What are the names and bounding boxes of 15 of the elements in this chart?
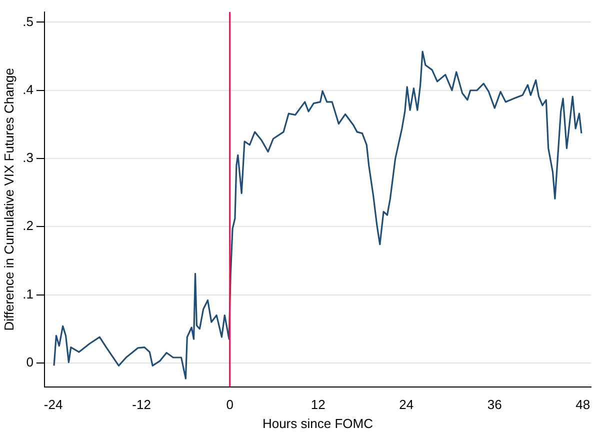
x-tick-label: 12 <box>310 397 326 412</box>
x-tick-label: -12 <box>132 397 151 412</box>
y-tick-label: .2 <box>22 218 34 234</box>
x-tick-label: 48 <box>576 397 590 412</box>
x-tick-label: -24 <box>44 397 63 412</box>
x-tick-label: 0 <box>226 397 234 412</box>
y-tick-label: .5 <box>22 14 34 29</box>
y-axis-title: Difference in Cumulative VIX Futures Change <box>1 68 16 331</box>
x-axis-title: Hours since FOMC <box>262 416 373 431</box>
y-tick-label: .4 <box>22 82 34 97</box>
y-tick-label: .3 <box>22 150 34 166</box>
x-tick-label: 36 <box>487 397 502 412</box>
y-tick-label: .1 <box>22 286 34 302</box>
x-tick-label: 24 <box>399 397 414 412</box>
y-tick-label: 0 <box>26 354 34 370</box>
